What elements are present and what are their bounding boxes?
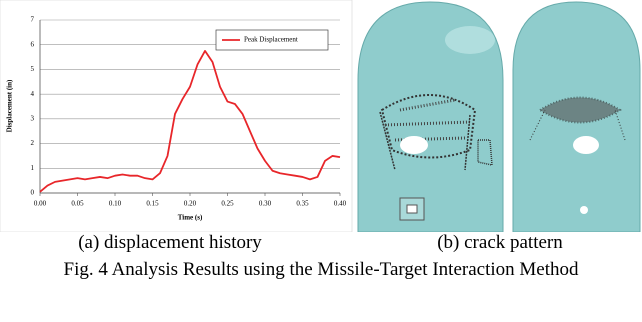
y-tick-label: 5	[31, 65, 35, 73]
x-tick-label: 0.25	[221, 200, 234, 208]
y-tick-label: 1	[31, 164, 35, 172]
y-axis-label: Displacement (in)	[6, 79, 14, 132]
model-image-left	[358, 2, 503, 232]
chart: Displacement (in) Time (s) 0 1 2 3 4 5 6 7 0.00 0…	[0, 0, 642, 232]
x-tick-label: 0.35	[296, 200, 309, 208]
y-tick-label: 2	[31, 139, 35, 147]
x-tick-label: 0.10	[109, 200, 122, 208]
legend-label: Peak Displacement	[244, 36, 298, 44]
x-axis-label: Time (s)	[178, 214, 203, 222]
x-tick-label: 0.40	[334, 200, 347, 208]
x-tick-label: 0.30	[259, 200, 272, 208]
model-image-right	[513, 2, 640, 232]
caption-a: (a) displacement history	[50, 230, 290, 256]
x-tick-label: 0.05	[71, 200, 84, 208]
y-tick-label: 0	[31, 189, 35, 197]
x-tick-label: 0.15	[146, 200, 159, 208]
y-tick-label: 6	[31, 40, 35, 48]
caption-b: (b) crack pattern	[400, 230, 600, 256]
x-tick-label: 0.00	[34, 200, 47, 208]
y-tick-label: 4	[31, 90, 35, 98]
x-tick-label: 0.20	[184, 200, 197, 208]
y-tick-label: 7	[31, 16, 35, 24]
figure-caption: Fig. 4 Analysis Results using the Missil…	[10, 257, 632, 283]
figure: Displacement (in) Time (s) 0 1 2 3 4 5 6 7 0.00 0…	[0, 0, 642, 322]
y-tick-label: 3	[31, 114, 35, 122]
